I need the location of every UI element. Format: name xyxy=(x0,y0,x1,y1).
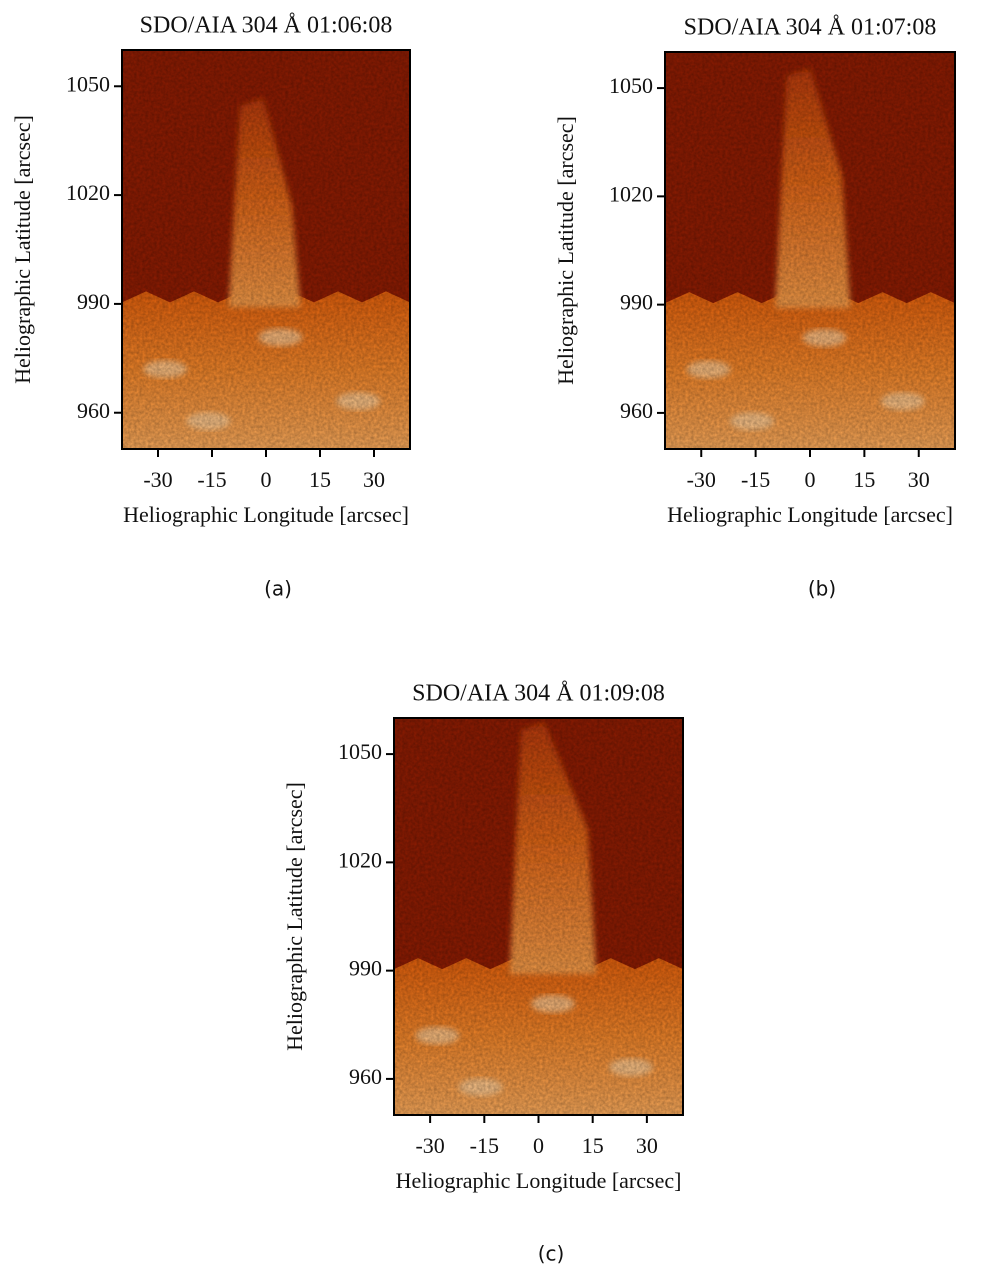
texture xyxy=(665,52,955,449)
panel-title: SDO/AIA 304 Å 01:06:08 xyxy=(140,13,393,39)
x-axis-label: Heliographic Longitude [arcsec] xyxy=(123,502,409,527)
y-tick-label: 960 xyxy=(77,398,110,423)
y-tick-label: 990 xyxy=(620,290,653,315)
y-tick-label: 990 xyxy=(349,956,382,981)
panel-title: SDO/AIA 304 Å 01:07:08 xyxy=(684,15,937,41)
y-tick-label: 960 xyxy=(349,1064,382,1089)
y-tick-label: 1020 xyxy=(66,180,110,205)
panel-caption: (b) xyxy=(808,577,836,601)
panel-caption: (a) xyxy=(264,577,292,601)
x-tick-label: 0 xyxy=(805,467,816,492)
texture xyxy=(122,50,410,449)
texture xyxy=(394,718,683,1115)
x-tick-label: 0 xyxy=(533,1133,544,1158)
y-axis-label: Heliographic Latitude [arcsec] xyxy=(10,115,35,384)
x-tick-label: 15 xyxy=(309,467,331,492)
x-tick-label: -30 xyxy=(143,467,172,492)
x-tick-label: -15 xyxy=(741,467,770,492)
y-tick-label: 1050 xyxy=(66,71,110,96)
x-tick-label: 0 xyxy=(261,467,272,492)
x-tick-label: 15 xyxy=(582,1133,604,1158)
x-tick-label: -15 xyxy=(197,467,226,492)
y-tick-label: 1020 xyxy=(338,847,382,872)
panel-title: SDO/AIA 304 Å 01:09:08 xyxy=(412,681,665,707)
y-tick-label: 1050 xyxy=(609,73,653,98)
x-tick-label: -30 xyxy=(415,1133,444,1158)
x-tick-label: 15 xyxy=(853,467,875,492)
x-tick-label: 30 xyxy=(363,467,385,492)
panel-caption: (c) xyxy=(538,1242,565,1266)
y-axis-label: Heliographic Latitude [arcsec] xyxy=(282,782,307,1051)
x-axis-label: Heliographic Longitude [arcsec] xyxy=(667,502,953,527)
solar-image xyxy=(394,718,683,1115)
x-axis-label: Heliographic Longitude [arcsec] xyxy=(396,1168,682,1193)
x-tick-label: 30 xyxy=(908,467,930,492)
y-tick-label: 1020 xyxy=(609,181,653,206)
y-tick-label: 960 xyxy=(620,398,653,423)
y-tick-label: 990 xyxy=(77,289,110,314)
x-tick-label: -15 xyxy=(470,1133,499,1158)
x-tick-label: 30 xyxy=(636,1133,658,1158)
y-axis-label: Heliographic Latitude [arcsec] xyxy=(553,116,578,385)
solar-image xyxy=(122,50,410,449)
solar-image xyxy=(665,52,955,449)
y-tick-label: 1050 xyxy=(338,739,382,764)
x-tick-label: -30 xyxy=(687,467,716,492)
